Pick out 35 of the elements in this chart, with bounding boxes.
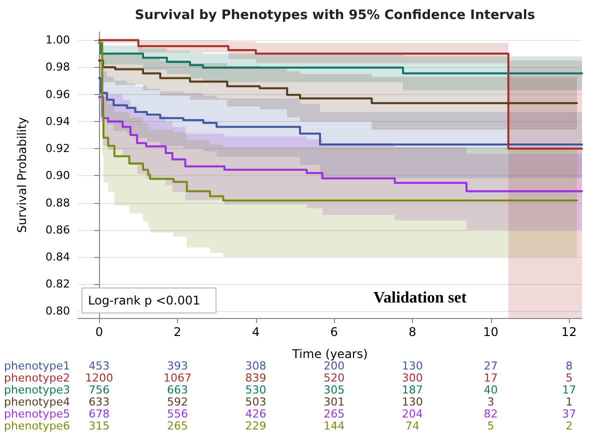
x-tick-label: 0 — [95, 325, 103, 339]
text: 756 663 530 305 187 40 17 — [88, 384, 576, 396]
y-tick-label: 0.82 — [46, 278, 70, 291]
y-tick-label: 0.86 — [46, 223, 70, 236]
y-tick-label: 0.96 — [46, 88, 70, 101]
text: phenotype2 — [4, 372, 70, 384]
x-axis-title: Time (years) — [291, 347, 368, 361]
y-tick-label: 0.88 — [46, 196, 70, 210]
text: phenotype4 — [4, 396, 70, 408]
x-tick-label: 6 — [330, 325, 338, 339]
y-tick-label: 0.80 — [46, 304, 70, 318]
text: 633 592 503 301 130 3 1 — [88, 396, 573, 408]
text: phenotype3 — [4, 384, 70, 396]
text: phenotype6 — [4, 420, 70, 432]
x-tick-label: 12 — [561, 325, 577, 339]
text: 1200 1067 839 520 300 17 5 — [85, 372, 573, 384]
text: 678 556 426 265 204 82 37 — [88, 408, 576, 420]
annotation: Log-rank p <0.001 — [88, 294, 200, 308]
text: 453 393 308 200 130 27 8 — [88, 360, 573, 372]
text: 315 265 229 144 74 5 2 — [88, 420, 573, 432]
y-tick-label: 0.98 — [46, 60, 70, 74]
x-tick-label: 10 — [483, 325, 498, 339]
x-tick-label: 8 — [408, 325, 416, 339]
y-tick-label: 1.00 — [46, 34, 70, 47]
y-tick-label: 0.94 — [46, 114, 70, 128]
x-tick-label: 2 — [174, 325, 182, 339]
x-tick-label: 4 — [252, 325, 260, 339]
y-tick-label: 0.84 — [46, 250, 70, 264]
chart-title: Survival by Phenotypes with 95% Confidence Intervals — [134, 8, 536, 23]
annotation: Validation set — [373, 290, 468, 306]
y-tick-label: 0.92 — [46, 142, 70, 156]
y-axis-title: Survival Probability — [15, 117, 29, 233]
y-tick-label: 0.90 — [46, 169, 70, 182]
text: phenotype1 — [4, 360, 70, 372]
text: phenotype5 — [4, 408, 70, 420]
